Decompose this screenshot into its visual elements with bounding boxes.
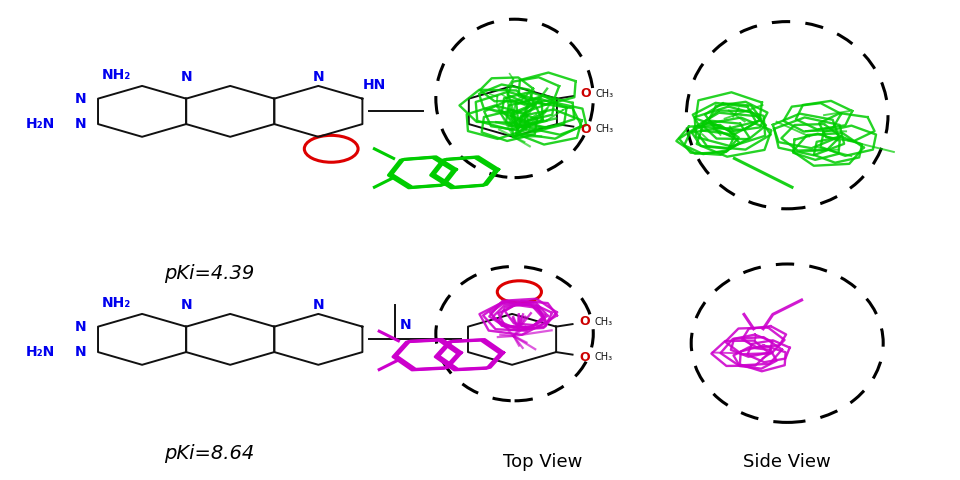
Text: CH₃: CH₃: [595, 124, 613, 134]
Text: HN: HN: [363, 78, 387, 92]
Text: N: N: [400, 318, 412, 332]
Text: Top View: Top View: [503, 453, 582, 471]
Text: N: N: [75, 320, 86, 334]
Text: N: N: [75, 345, 86, 359]
Text: NH₂: NH₂: [102, 68, 132, 82]
Text: H₂N: H₂N: [26, 117, 55, 131]
Text: O: O: [580, 87, 590, 100]
Text: N: N: [75, 92, 86, 106]
Text: N: N: [313, 298, 324, 312]
Text: O: O: [580, 122, 590, 135]
Text: N: N: [75, 117, 86, 131]
Text: CH₃: CH₃: [594, 352, 612, 362]
Text: N: N: [180, 298, 192, 312]
Text: Side View: Side View: [743, 453, 831, 471]
Text: NH₂: NH₂: [102, 296, 132, 310]
Text: pKi=4.39: pKi=4.39: [164, 264, 254, 283]
Text: CH₃: CH₃: [594, 317, 612, 327]
Text: O: O: [579, 315, 589, 328]
Text: N: N: [180, 70, 192, 84]
Text: CH₃: CH₃: [595, 89, 613, 99]
Text: H₂N: H₂N: [26, 345, 55, 359]
Text: N: N: [313, 70, 324, 84]
Text: O: O: [579, 350, 589, 363]
Text: pKi=8.64: pKi=8.64: [164, 444, 254, 463]
